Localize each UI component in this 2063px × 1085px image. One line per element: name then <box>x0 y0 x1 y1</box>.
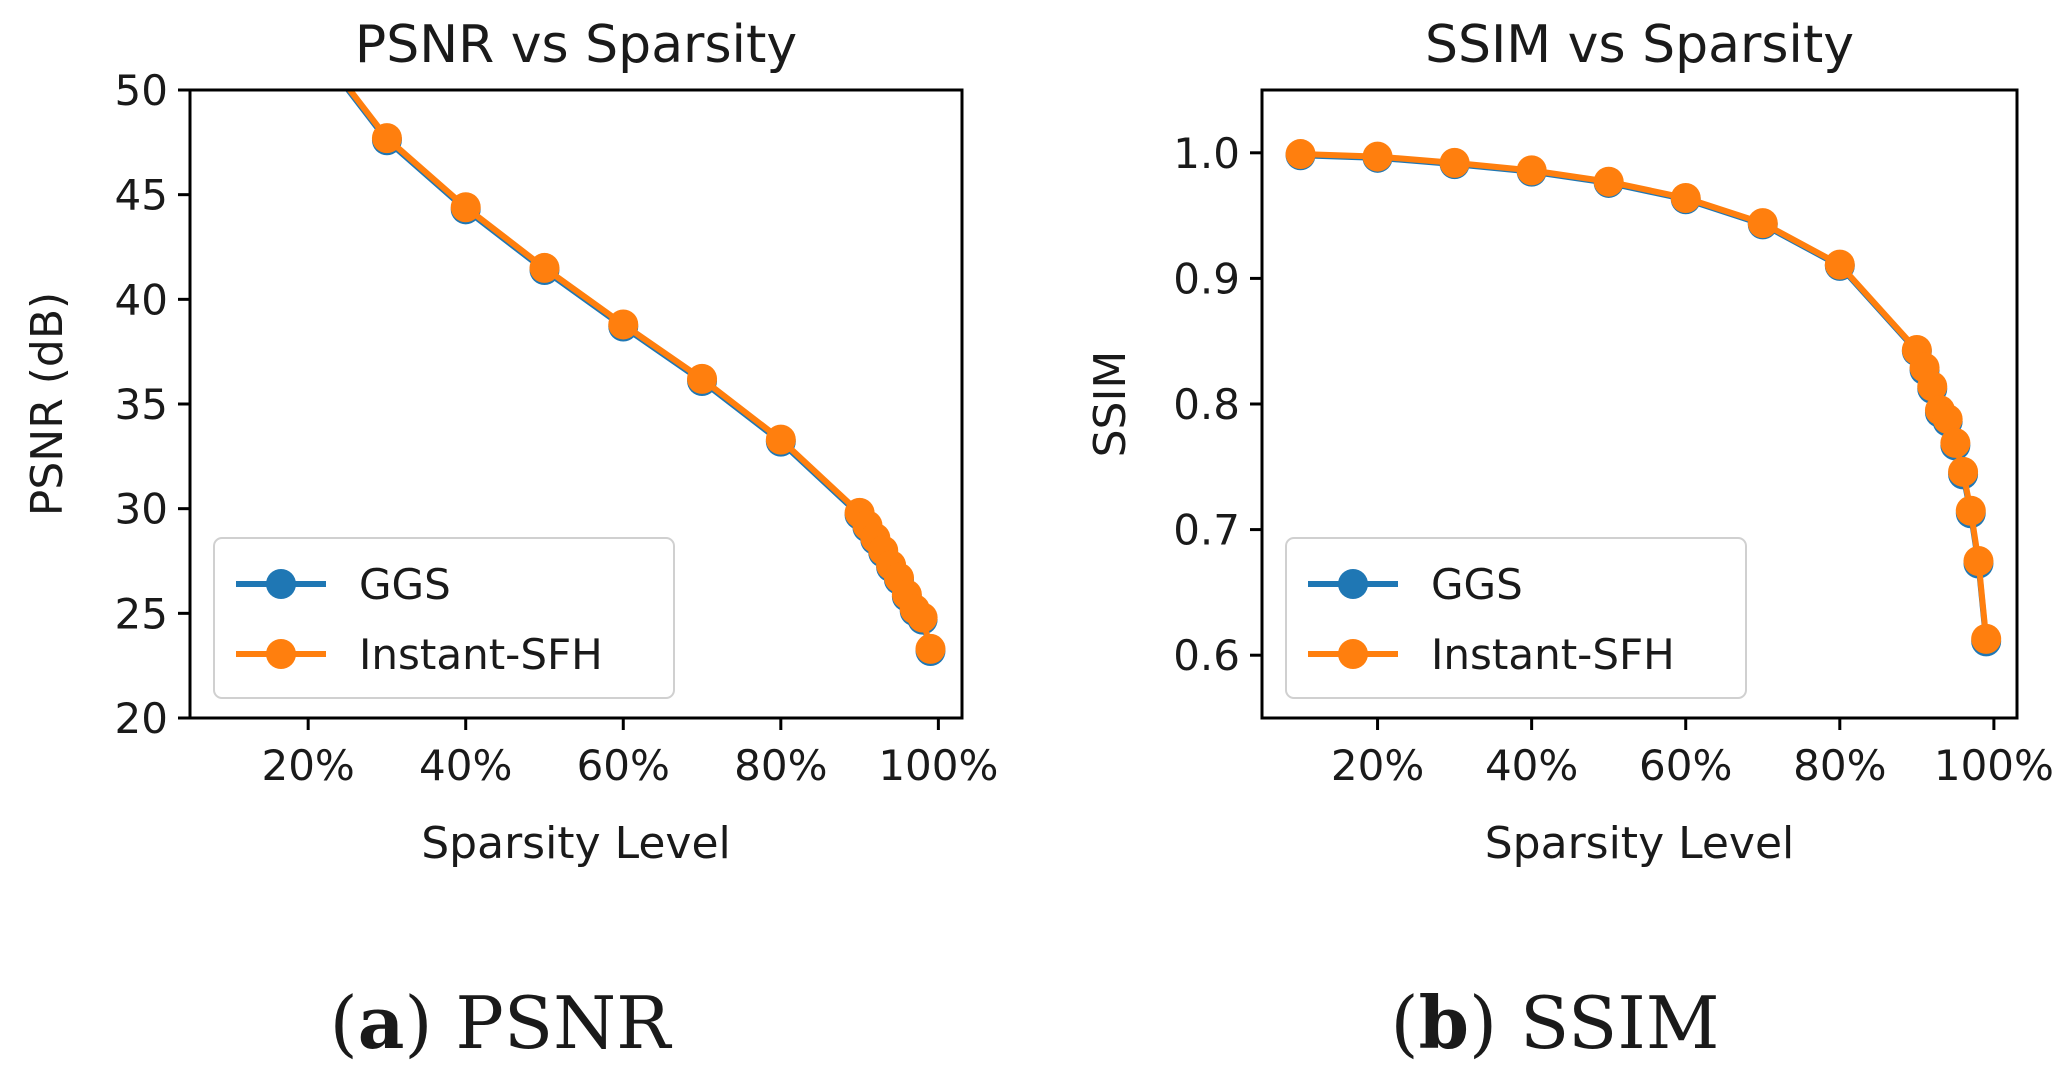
legend-entry-instant-sfh: Instant-SFH <box>236 630 603 679</box>
legend-entry-instant-sfh: Instant-SFH <box>1308 630 1675 679</box>
legend-label: GGS <box>1431 560 1523 609</box>
caption-a: (a) PSNR <box>330 980 671 1065</box>
x-tick-label: 20% <box>1331 741 1424 790</box>
data-point <box>1963 546 1994 576</box>
x-tick-label: 60% <box>1639 741 1732 790</box>
legend-marker <box>266 639 296 669</box>
y-tick-label: 40 <box>115 275 168 324</box>
y-tick-label: 30 <box>115 485 168 534</box>
x-tick-label: 60% <box>577 741 670 790</box>
chart-2: SSIM vs Sparsity 20% 40% 60% 80% 100% 0.6 0.7 0.… <box>1085 15 2054 869</box>
data-point <box>1439 147 1470 178</box>
chart-2-legend: GGS Instant-SFH <box>1285 537 1747 699</box>
x-tick-label: 80% <box>734 741 827 790</box>
data-point <box>1824 249 1855 280</box>
data-point <box>1948 456 1979 487</box>
data-point <box>915 633 946 664</box>
data-point <box>1362 141 1393 172</box>
legend-entry-ggs: GGS <box>236 560 451 609</box>
data-point <box>687 363 718 394</box>
data-point <box>1285 139 1316 170</box>
y-tick-label: 50 <box>115 66 168 115</box>
data-point <box>1917 371 1948 402</box>
legend-box <box>1285 537 1747 699</box>
legend-marker <box>1338 569 1368 599</box>
data-point <box>1955 495 1986 526</box>
chart-1-title: PSNR vs Sparsity <box>355 15 797 75</box>
data-point <box>371 123 402 154</box>
legend-marker <box>1338 639 1368 669</box>
legend-marker <box>266 569 296 599</box>
data-point <box>765 424 796 455</box>
y-tick-label: 1.0 <box>1173 129 1240 178</box>
x-tick-label: 100% <box>878 741 998 790</box>
caption-b-text: SSIM <box>1519 981 1720 1065</box>
y-tick-label: 45 <box>115 171 168 220</box>
chart-1-y-axis-label: PSNR (dB) <box>22 292 73 516</box>
chart-1-plot-area <box>293 21 946 667</box>
caption-b-letter: (b) <box>1390 980 1498 1065</box>
legend-label: Instant-SFH <box>1431 630 1675 679</box>
x-tick-label: 100% <box>1934 741 2054 790</box>
caption-b: (b) SSIM <box>1391 980 1720 1065</box>
data-point <box>293 21 323 51</box>
chart-2-series-instant-sfh <box>1285 139 2002 654</box>
legend-box <box>213 537 675 699</box>
legend-entry-ggs: GGS <box>1308 560 1523 609</box>
y-tick-label: 0.6 <box>1173 631 1240 680</box>
chart-2-x-axis-label: Sparsity Level <box>1485 818 1794 869</box>
chart-1: PSNR vs Sparsity 20% 40% 60% 80% 100% 20 25 30 35… <box>22 15 998 869</box>
legend-label: Instant-SFH <box>359 630 603 679</box>
caption-a-text: PSNR <box>455 981 671 1065</box>
data-point <box>529 252 560 283</box>
x-tick-label: 40% <box>419 741 512 790</box>
data-point <box>1516 155 1547 186</box>
chart-2-title: SSIM vs Sparsity <box>1425 15 1854 75</box>
chart-2-y-axis-label: SSIM <box>1085 351 1136 458</box>
x-tick-label: 20% <box>261 741 354 790</box>
data-point <box>1593 166 1624 197</box>
x-tick-label: 40% <box>1485 741 1578 790</box>
y-tick-label: 0.8 <box>1173 380 1240 429</box>
data-point <box>1940 427 1971 458</box>
x-tick-label: 80% <box>1793 741 1886 790</box>
data-point <box>907 602 938 633</box>
data-point <box>293 23 323 53</box>
y-tick-label: 0.7 <box>1173 506 1240 555</box>
y-tick-label: 0.9 <box>1173 254 1240 303</box>
y-tick-label: 25 <box>115 589 168 638</box>
legend-label: GGS <box>359 560 451 609</box>
chart-1-legend: GGS Instant-SFH <box>213 537 675 699</box>
data-point <box>1670 183 1701 214</box>
caption-a-letter: (a) <box>329 980 433 1065</box>
chart-1-x-axis-label: Sparsity Level <box>421 818 730 869</box>
chart-1-series-instant-sfh <box>293 21 946 664</box>
data-point <box>1747 208 1778 239</box>
data-point <box>1932 404 1963 435</box>
data-point <box>1971 623 2002 654</box>
y-tick-label: 20 <box>115 694 168 743</box>
y-tick-label: 35 <box>115 380 168 429</box>
data-point <box>450 192 481 223</box>
data-point <box>608 309 639 340</box>
chart-2-plot-area <box>1285 139 2002 657</box>
